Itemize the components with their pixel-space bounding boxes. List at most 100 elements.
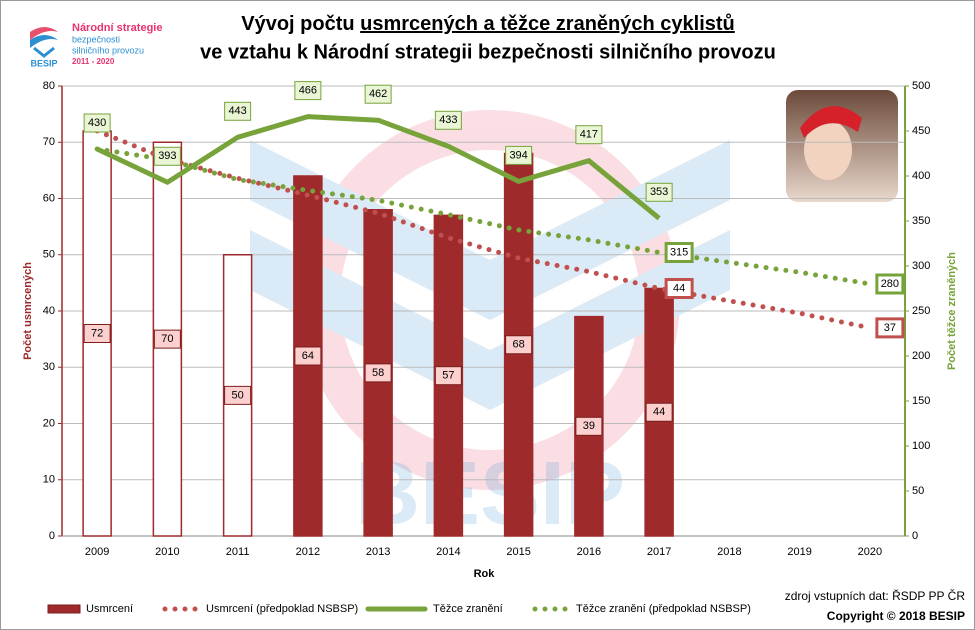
logo-text: 2011 - 2020 <box>72 57 115 66</box>
source: zdroj vstupních dat: ŘSDP PP ČR <box>785 588 966 603</box>
dotted-line <box>94 128 873 331</box>
data-label: 39 <box>583 420 595 432</box>
legend-label: Těžce zranění (předpoklad NSBSP) <box>576 603 751 615</box>
chart-title: ve vztahu k Národní strategii bezpečnost… <box>200 41 776 63</box>
label-box <box>224 101 252 121</box>
logo <box>30 27 58 58</box>
data-label: 70 <box>161 333 173 345</box>
y2-tick-label: 150 <box>912 395 930 407</box>
y-tick-label: 60 <box>43 192 55 204</box>
photo <box>786 90 898 202</box>
data-label: 394 <box>509 149 527 161</box>
y-axis-title: Počet usmrcených <box>22 262 34 360</box>
label-box <box>434 110 462 130</box>
y2-tick-label: 300 <box>912 260 930 272</box>
y2-axis-title: Počet těžce zraněných <box>946 252 958 370</box>
data-label: 72 <box>91 327 103 339</box>
label-box <box>875 317 905 339</box>
y-tick-label: 50 <box>43 249 55 261</box>
legend-label: Usmrcení <box>86 603 133 615</box>
y2-tick-label: 500 <box>912 80 930 92</box>
data-label: 50 <box>232 389 244 401</box>
data-label: 393 <box>158 150 176 162</box>
x-tick-label: 2010 <box>155 546 179 558</box>
y-tick-label: 30 <box>43 361 55 373</box>
line <box>96 114 661 221</box>
label-box <box>224 385 252 405</box>
logo-brand: BESIP <box>30 58 57 68</box>
label-box <box>153 146 181 166</box>
x-axis-title: Rok <box>474 568 496 580</box>
x-tick-label: 2013 <box>366 546 390 558</box>
data-label: 353 <box>650 186 668 198</box>
data-label: 37 <box>884 322 896 334</box>
data-label: 433 <box>439 114 457 126</box>
x-tick-label: 2018 <box>717 546 741 558</box>
y2-tick-label: 100 <box>912 440 930 452</box>
label-box <box>83 113 111 133</box>
label-box <box>645 402 673 422</box>
x-tick-label: 2017 <box>647 546 671 558</box>
label-box <box>575 125 603 145</box>
data-label: 417 <box>580 129 598 141</box>
data-label: 280 <box>881 278 899 290</box>
legend-label: Usmrcení (předpoklad NSBSP) <box>206 603 358 615</box>
logo-text: Národní strategie <box>72 22 162 34</box>
logo-text: bezpečnosti <box>72 34 120 44</box>
x-tick-label: 2019 <box>787 546 811 558</box>
y2-tick-label: 400 <box>912 170 930 182</box>
y2-tick-label: 250 <box>912 305 930 317</box>
y2-tick-label: 200 <box>912 350 930 362</box>
data-label: 44 <box>653 406 665 418</box>
x-tick-label: 2009 <box>85 546 109 558</box>
y2-tick-label: 350 <box>912 215 930 227</box>
x-tick-label: 2011 <box>226 546 250 558</box>
y-tick-label: 70 <box>43 136 55 148</box>
data-label: 58 <box>372 367 384 379</box>
data-label: 462 <box>369 88 387 100</box>
label-box <box>875 273 905 295</box>
y-tick-label: 40 <box>43 305 55 317</box>
y-tick-label: 20 <box>43 417 55 429</box>
x-tick-label: 2016 <box>577 546 601 558</box>
x-tick-label: 2015 <box>506 546 530 558</box>
label-box <box>575 416 603 436</box>
data-label: 44 <box>673 282 685 294</box>
data-label: 315 <box>670 246 688 258</box>
label-box <box>364 84 392 104</box>
y2-tick-label: 0 <box>912 530 918 542</box>
data-label: 430 <box>88 117 106 129</box>
title-part: usmrcených a těžce zraněných cyklistů <box>360 13 735 35</box>
data-label: 68 <box>513 339 525 351</box>
label-box <box>294 81 322 101</box>
label-box <box>505 145 533 165</box>
chart-title: Vývoj počtu usmrcených a těžce zraněných… <box>241 13 735 35</box>
label-box <box>664 242 694 263</box>
y-tick-label: 10 <box>43 474 55 486</box>
dotted-line <box>94 146 873 287</box>
label-box <box>664 278 694 299</box>
y-tick-label: 0 <box>49 530 55 542</box>
legend-swatch <box>47 604 81 614</box>
label-box <box>153 329 181 349</box>
x-tick-label: 2014 <box>436 546 460 558</box>
data-label: 443 <box>228 105 246 117</box>
copyright: Copyright © 2018 BESIP <box>827 609 965 623</box>
logo-text: silničního provozu <box>72 45 144 55</box>
y2-tick-label: 450 <box>912 125 930 137</box>
y-tick-label: 80 <box>43 80 55 92</box>
label-box <box>364 363 392 383</box>
y2-tick-label: 50 <box>912 485 924 497</box>
label-box <box>294 346 322 366</box>
legend-label: Těžce zranění <box>433 603 503 615</box>
data-label: 57 <box>442 370 454 382</box>
x-tick-label: 2012 <box>296 546 320 558</box>
label-box <box>434 366 462 386</box>
x-tick-label: 2020 <box>858 546 882 558</box>
data-label: 466 <box>299 85 317 97</box>
label-box <box>505 335 533 355</box>
title-part: Vývoj počtu <box>241 13 360 35</box>
label-box <box>83 324 111 343</box>
label-box <box>645 182 673 202</box>
